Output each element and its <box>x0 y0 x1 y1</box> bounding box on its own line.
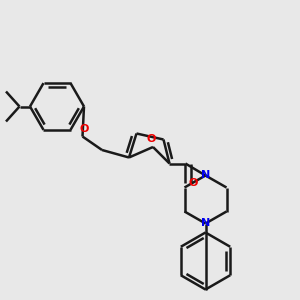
Text: O: O <box>147 134 156 145</box>
Text: O: O <box>79 124 89 134</box>
Text: O: O <box>188 178 198 188</box>
Text: N: N <box>201 218 210 229</box>
Text: N: N <box>201 170 210 181</box>
